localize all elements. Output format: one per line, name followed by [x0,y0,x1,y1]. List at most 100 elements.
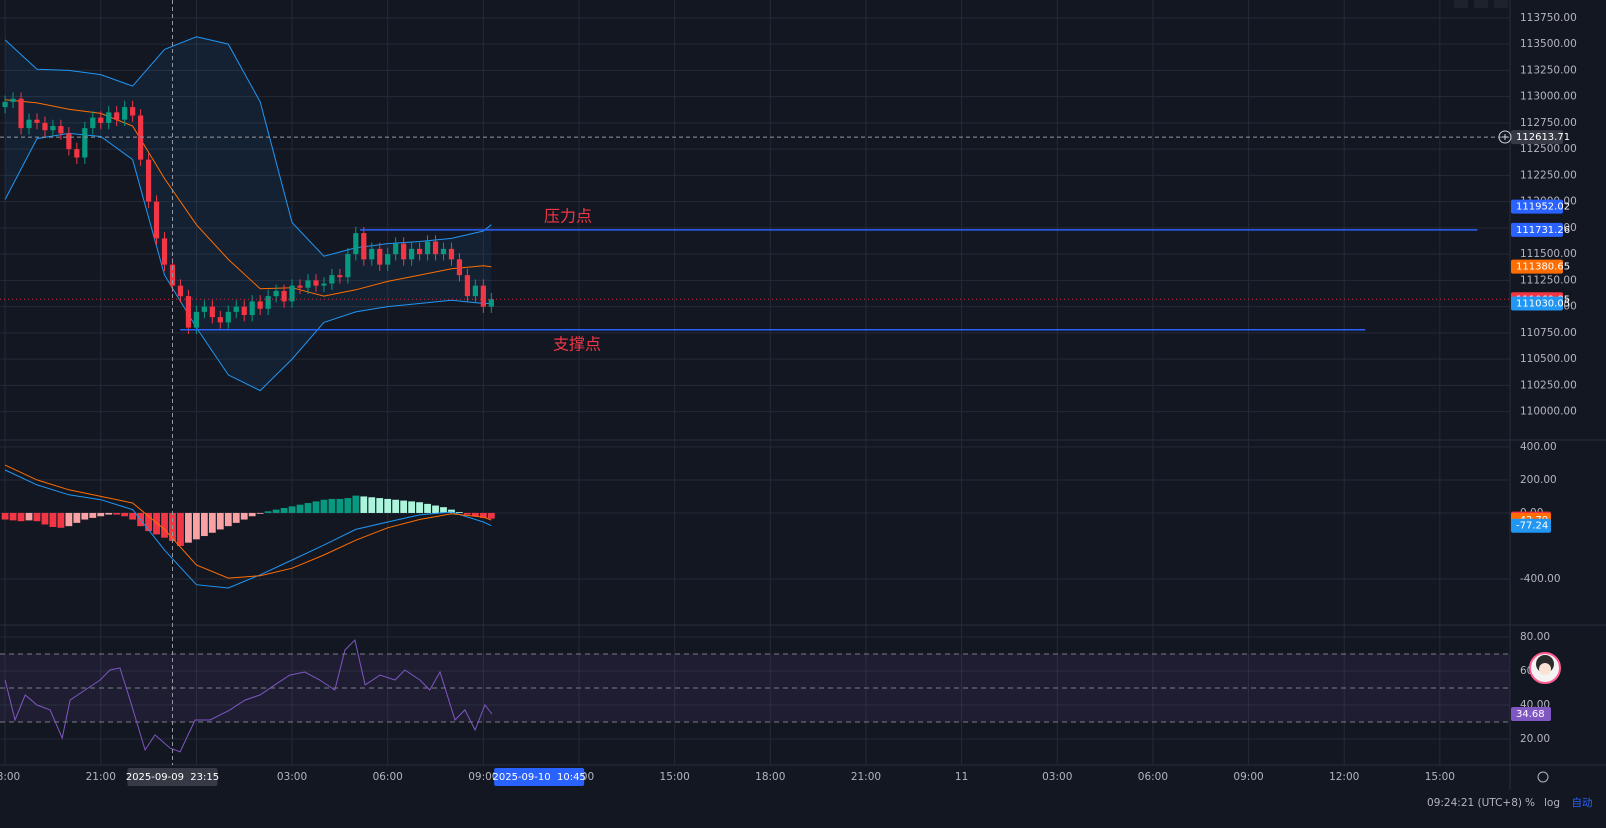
plus-circle[interactable] [1498,130,1512,144]
y-tick-label: 111250.00 [1520,274,1577,286]
y-tick-label: 111500.00 [1520,248,1577,260]
candle-body [201,306,207,312]
rsi-band-fill [0,653,1510,722]
candle-body [58,126,64,134]
histogram-bar [9,512,17,521]
candle-body [18,98,24,129]
candle-body [193,311,200,328]
candle-body [50,126,56,131]
y-tick-label: 200.00 [1520,474,1557,486]
icon-button[interactable] [1454,0,1468,8]
histogram-bar [177,512,184,546]
histogram-bar [424,503,431,513]
candle-body [456,259,463,276]
candle-body [313,280,319,286]
avatar-face [1539,663,1551,675]
histogram-bar [224,512,232,527]
histogram-bar [216,512,224,530]
histogram-bar [105,512,113,515]
candle-body [249,301,255,316]
histogram-bar [73,512,81,523]
price-tag [1511,130,1563,145]
time-tag-label: 2025-09-10 10:45 [493,772,586,783]
x-tick-label: 06:00 [373,771,403,783]
avatar[interactable] [1529,652,1561,684]
candle-body [377,248,383,265]
histogram-bar [248,512,256,517]
price-tag [1511,259,1563,274]
histogram-bar [376,498,384,513]
footer-time: 09:24:21 (UTC+8) [1427,797,1522,809]
histogram-bar [392,499,400,513]
histogram-bar [280,507,288,513]
histogram-bar [113,512,121,515]
band-fill [5,36,492,391]
histogram-bar [193,512,200,540]
histogram-bar [256,512,264,514]
icon-button[interactable] [1494,0,1508,8]
x-tick-label: 03:00 [1042,771,1072,783]
histogram-bar [161,512,168,538]
histogram-bar [471,512,479,517]
price-tag [1511,199,1563,214]
histogram-bar [368,497,376,513]
y-tick-label: 112250.00 [1520,169,1577,181]
icon-button[interactable] [1474,0,1488,8]
y-tick-label: 80.00 [1520,631,1550,643]
candle-body [10,98,16,102]
rsi-pane [0,639,1510,753]
candle-body [98,117,104,123]
candle-body [82,128,88,158]
candle-body [225,311,231,323]
histogram-bar [65,512,73,527]
candle-body [464,275,471,297]
candle-body [305,280,311,288]
price-tag [1511,222,1563,237]
toolbar-icons[interactable] [1454,0,1508,8]
histogram-bar [416,502,423,513]
histogram-bar [344,498,352,513]
x-tick-label: 03:00 [277,771,307,783]
candle-body [480,285,486,307]
candle-body [424,241,431,255]
percent-toggle[interactable]: % [1525,797,1535,809]
price-tag-label: -77.24 [1516,521,1548,532]
histogram-bar [432,505,439,513]
candle-body [122,107,128,120]
x-tick-label: 18:00 [755,771,785,783]
candle-body [281,290,287,302]
histogram-bar [360,496,368,513]
y-tick-label: 20.00 [1520,733,1550,745]
histogram-bar [240,512,248,520]
histogram-bar [408,501,416,513]
auto-toggle[interactable]: 自动 [1572,796,1593,809]
y-tick-label: 113250.00 [1520,64,1577,76]
candle-body [185,296,192,328]
candle-body [106,112,112,123]
candle-body [409,248,415,260]
histogram-bar [336,498,344,513]
crosshair-icon[interactable] [1498,130,1512,144]
candle-body [393,243,399,255]
indicator-line [4,469,492,589]
histogram-bar [121,512,129,517]
histogram-bar [352,495,360,513]
price-tag-label: 111952.02 [1516,202,1570,213]
candle-body [297,285,303,288]
histogram-bar [320,499,328,513]
histogram-bar [208,512,216,533]
histogram-bar [384,498,392,513]
candle-body [488,299,494,307]
settings-icon[interactable] [1537,771,1549,783]
log-toggle[interactable]: log [1544,797,1560,809]
histogram-bar [41,512,49,525]
price-tag-label: 112613.71 [1516,132,1570,143]
price-tag-label: 34.68 [1516,709,1545,720]
candle-body [130,107,136,116]
histogram-bar [288,506,296,513]
histogram-bar [440,507,447,513]
x-tick-label: 12:00 [1329,771,1359,783]
candle-body [448,248,455,260]
